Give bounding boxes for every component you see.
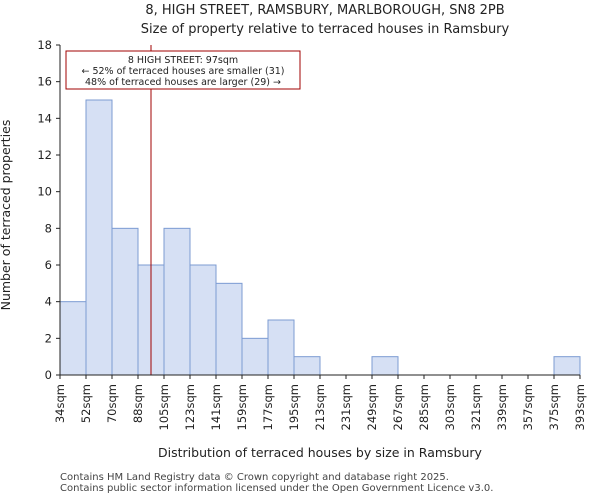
histogram-bar-159sqm <box>241 337 269 376</box>
annotation-line2: ← 52% of terraced houses are smaller (31… <box>81 66 284 77</box>
x-tick-label: 303sqm <box>443 384 457 430</box>
y-tick-label: 16 <box>37 75 52 89</box>
y-tick-label: 2 <box>45 331 52 345</box>
x-tick-label: 393sqm <box>573 384 587 430</box>
annotation-line3: 48% of terraced houses are larger (29) → <box>85 77 281 88</box>
histogram-bar-123sqm <box>189 264 217 376</box>
footer-line1: Contains HM Land Registry data © Crown c… <box>60 472 449 483</box>
histogram-bar-375sqm <box>553 356 581 376</box>
x-axis-ticks: 34sqm 52sqm 70sqm 88sqm 105sqm 123sqm 141sqm 15… <box>53 375 587 430</box>
x-tick-label: 321sqm <box>469 384 483 430</box>
x-axis-label: Distribution of terraced houses by size … <box>158 445 483 460</box>
histogram-bar-195sqm <box>293 356 321 376</box>
x-tick-label: 195sqm <box>287 384 301 430</box>
x-tick-label: 231sqm <box>339 384 353 430</box>
y-tick-label: 6 <box>45 258 52 272</box>
y-tick-label: 12 <box>37 148 52 162</box>
histogram-bar-105sqm <box>163 227 191 376</box>
x-tick-label: 375sqm <box>547 384 561 430</box>
histogram-bar-52sqm <box>85 99 113 376</box>
x-tick-label: 177sqm <box>261 384 275 430</box>
x-tick-label: 339sqm <box>495 384 509 430</box>
x-tick-label: 285sqm <box>417 384 431 430</box>
histogram-bar-141sqm <box>215 282 243 376</box>
x-tick-label: 159sqm <box>235 384 249 430</box>
footer-line2: Contains public sector information licen… <box>60 483 494 494</box>
x-tick-label: 105sqm <box>157 384 171 430</box>
histogram-bar-177sqm <box>267 319 295 376</box>
x-tick-label: 357sqm <box>521 384 535 430</box>
y-axis-label: Number of terraced properties <box>0 120 13 311</box>
x-tick-label: 52sqm <box>79 384 93 423</box>
x-tick-label: 123sqm <box>183 384 197 430</box>
x-tick-label: 249sqm <box>365 384 379 430</box>
y-tick-label: 4 <box>45 295 52 309</box>
x-tick-label: 213sqm <box>313 384 327 430</box>
y-tick-label: 14 <box>37 111 52 125</box>
y-tick-label: 0 <box>45 368 52 382</box>
chart-title-line1: 8, HIGH STREET, RAMSBURY, MARLBOROUGH, S… <box>145 3 504 18</box>
x-tick-label: 34sqm <box>53 384 67 423</box>
annotation-line1: 8 HIGH STREET: 97sqm <box>128 55 238 66</box>
histogram-bar-249sqm <box>371 356 399 376</box>
x-tick-label: 70sqm <box>105 384 119 423</box>
annotation-border <box>65 50 301 90</box>
y-tick-label: 8 <box>45 221 52 235</box>
y-tick-label: 18 <box>37 38 52 52</box>
chart-title-line2: Size of property relative to terraced ho… <box>141 22 510 37</box>
x-tick-label: 267sqm <box>391 384 405 430</box>
x-tick-label: 141sqm <box>209 384 223 430</box>
x-tick-label: 88sqm <box>131 384 145 423</box>
bars-group <box>59 99 581 376</box>
histogram-bar-70sqm <box>111 227 139 376</box>
annotation-box: 8 HIGH STREET: 97sqm ← 52% of terraced h… <box>65 50 301 90</box>
y-axis-ticks: 0 2 4 6 8 10 12 14 16 18 <box>37 38 60 382</box>
y-tick-label: 10 <box>37 185 52 199</box>
histogram-bar-34sqm <box>59 301 87 376</box>
